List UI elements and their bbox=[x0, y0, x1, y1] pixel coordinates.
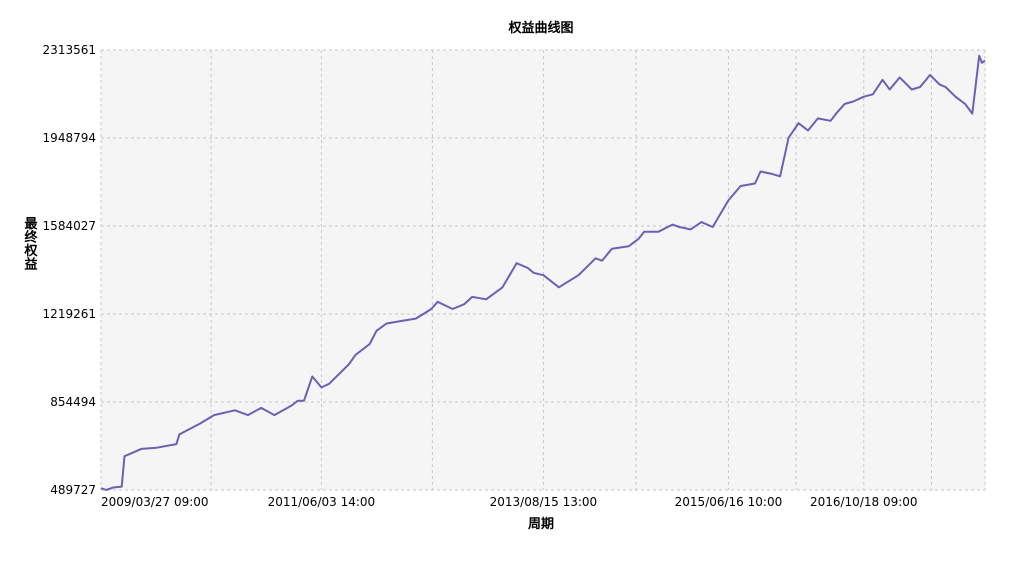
chart-title: 权益曲线图 bbox=[507, 20, 573, 36]
y-tick-label: 1584027 bbox=[43, 219, 96, 233]
y-tick-label: 2313561 bbox=[43, 43, 96, 57]
x-tick-label: 2009/03/27 09:00 bbox=[101, 495, 209, 509]
x-axis-ticks: 2009/03/27 09:00 2011/06/03 14:00 2013/08/… bbox=[101, 495, 918, 509]
x-axis-label: 周期 bbox=[528, 517, 554, 532]
y-axis-ticks: 489727 854494 1219261 1584027 1948794 2313561 bbox=[43, 43, 96, 497]
y-axis-label: 最终权益 bbox=[23, 217, 38, 272]
x-tick-label: 2015/06/16 10:00 bbox=[675, 495, 783, 509]
x-tick-label: 2011/06/03 14:00 bbox=[268, 495, 376, 509]
x-tick-label: 2016/10/18 09:00 bbox=[810, 495, 918, 509]
y-tick-label: 1948794 bbox=[43, 131, 96, 145]
x-tick-label: 2013/08/15 13:00 bbox=[490, 495, 598, 509]
grid-lines bbox=[100, 49, 986, 491]
y-tick-label: 854494 bbox=[50, 395, 96, 409]
y-tick-label: 1219261 bbox=[43, 307, 96, 321]
y-tick-label: 489727 bbox=[50, 483, 96, 497]
equity-series-line bbox=[100, 54, 986, 491]
series-line-group bbox=[100, 54, 986, 491]
